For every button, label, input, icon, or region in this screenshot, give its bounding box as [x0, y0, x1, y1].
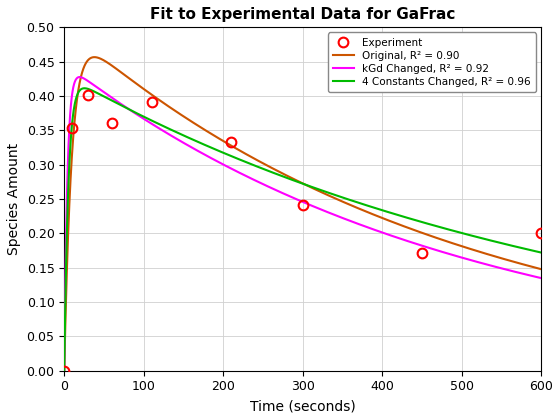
Title: Fit to Experimental Data for GaFrac: Fit to Experimental Data for GaFrac: [150, 7, 455, 22]
Legend: Experiment, Original, R² = 0.90, kGd Changed, R² = 0.92, 4 Constants Changed, R²: Experiment, Original, R² = 0.90, kGd Cha…: [328, 32, 536, 92]
Y-axis label: Species Amount: Species Amount: [7, 143, 21, 255]
X-axis label: Time (seconds): Time (seconds): [250, 399, 356, 413]
